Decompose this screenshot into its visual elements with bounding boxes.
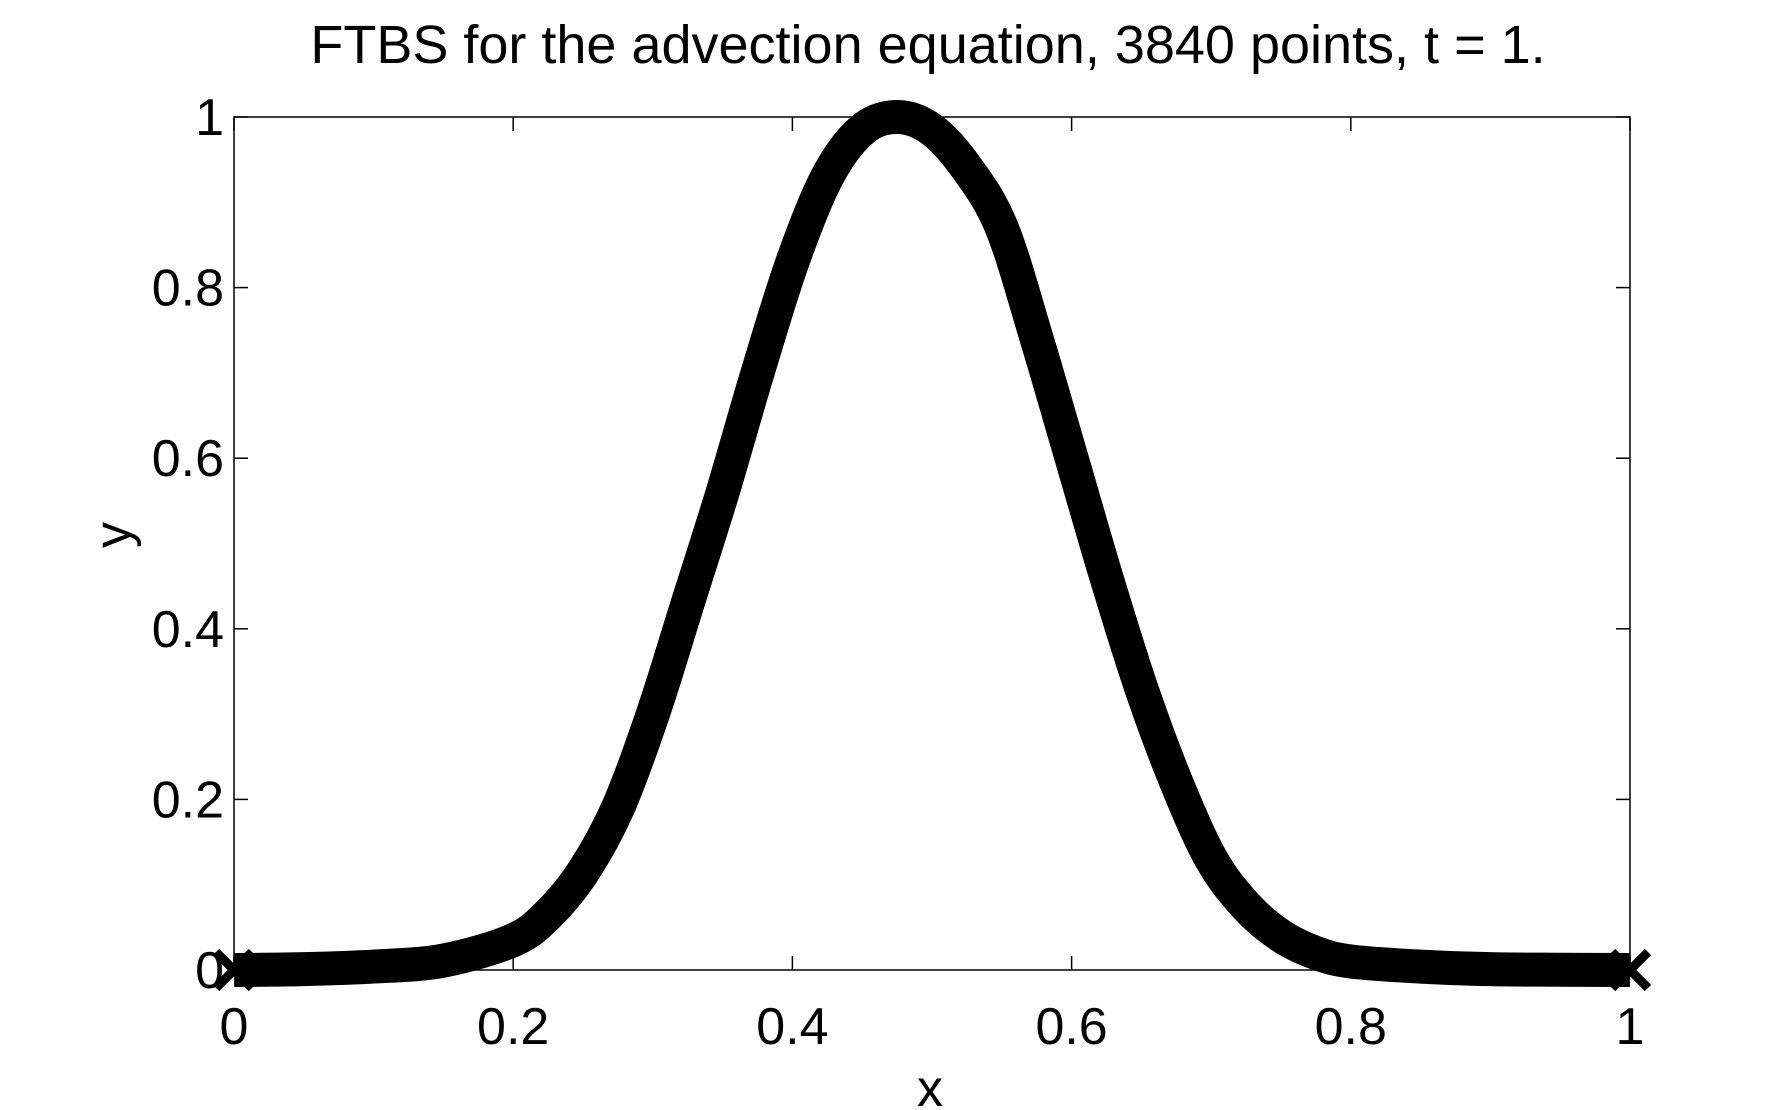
series-layer (212, 100, 1652, 992)
y-axis-label: y (84, 522, 142, 548)
y-tick-label: 0.8 (152, 260, 224, 318)
y-tick-label: 0.2 (152, 771, 224, 829)
x-tick-label: 0 (220, 998, 249, 1056)
y-tick-labels: 00.20.40.60.81 (152, 89, 224, 1000)
y-tick-label: 0.6 (152, 430, 224, 488)
axes-frame (233, 116, 1631, 971)
y-tick-label: 0.4 (152, 601, 224, 659)
series-marker (1608, 948, 1652, 992)
x-tick-labels: 0 0.2 0.4 0.6 0.8 1 (220, 998, 1645, 1056)
x-tick-label: 1 (1616, 998, 1645, 1056)
x-tick-label: 0.8 (1315, 998, 1387, 1056)
chart-title: FTBS for the advection equation, 3840 po… (310, 15, 1545, 75)
x-axis-label: x (917, 1060, 943, 1110)
x-tick-label: 0.2 (477, 998, 549, 1056)
x-tick-label: 0.4 (756, 998, 828, 1056)
series-marker (212, 948, 256, 992)
x-tick-label: 0.6 (1035, 998, 1107, 1056)
series-line (233, 100, 1631, 987)
plot-area (233, 116, 1631, 971)
y-tick-label: 1 (195, 89, 224, 147)
axis-ticks (233, 116, 1631, 971)
